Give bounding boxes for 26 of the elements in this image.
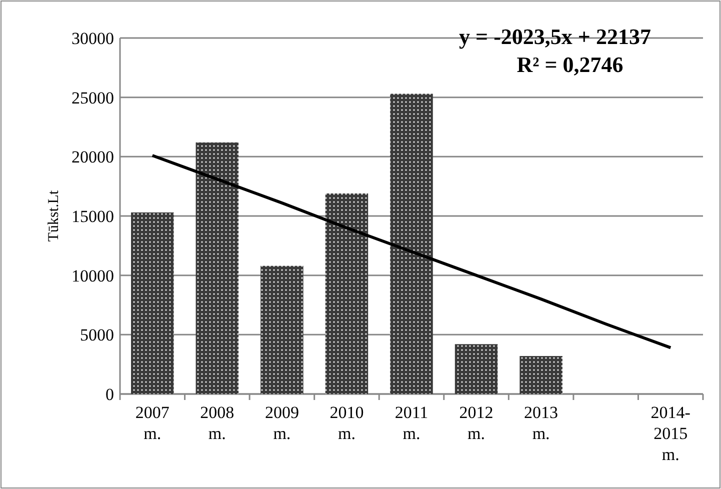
y-tick-label: 0 bbox=[106, 384, 114, 404]
y-tick-label: 30000 bbox=[72, 28, 114, 48]
x-tick-label: 2013 m. bbox=[524, 403, 558, 443]
bar bbox=[520, 356, 562, 394]
y-tick-label: 25000 bbox=[72, 88, 114, 108]
y-tick-label: 10000 bbox=[72, 266, 114, 286]
bar bbox=[260, 266, 304, 394]
x-tick-label: 2010 m. bbox=[330, 403, 364, 443]
line-series bbox=[150, 154, 672, 350]
bar bbox=[196, 142, 239, 394]
y-tick-label: 5000 bbox=[80, 326, 114, 345]
y-tick-label: 20000 bbox=[72, 148, 114, 167]
x-tick-label: 2011 m. bbox=[394, 403, 428, 443]
x-tick-label: 2007 m. bbox=[135, 403, 170, 443]
x-tick-label: 2008 m. bbox=[200, 403, 234, 443]
y-tick-label: 15000 bbox=[72, 206, 114, 226]
bar bbox=[390, 94, 433, 394]
bar bbox=[131, 212, 174, 394]
y-axis-title: Tūkst.Lt bbox=[46, 190, 62, 242]
x-tick-label: 2009 m. bbox=[264, 403, 299, 443]
x-tick-label: 2014-2015 m. bbox=[650, 403, 691, 464]
bar bbox=[325, 193, 368, 394]
annotation: y = -2023,5x + 22137 bbox=[459, 24, 651, 49]
bar bbox=[454, 344, 498, 394]
x-tick-label: 2012 m. bbox=[459, 403, 494, 443]
annotation: R² = 0,2746 bbox=[516, 52, 624, 77]
